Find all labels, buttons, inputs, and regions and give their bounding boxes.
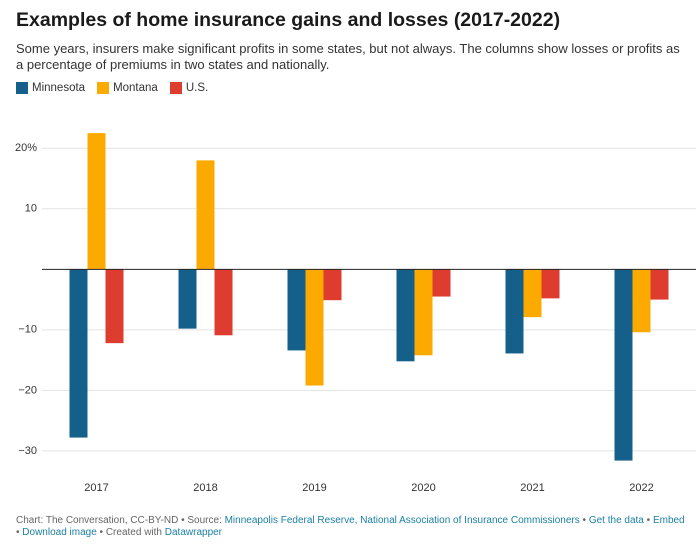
footer: Chart: The Conversation, CC-BY-ND • Sour… <box>16 515 686 539</box>
y-tick-label: −30 <box>18 445 37 457</box>
footer-link[interactable]: Embed <box>652 515 685 526</box>
bar <box>541 269 560 299</box>
bar <box>523 269 542 318</box>
bar <box>87 133 106 270</box>
legend: Minnesota Montana U.S. <box>16 82 208 94</box>
bar <box>650 269 669 300</box>
y-tick-label: −10 <box>18 324 37 336</box>
x-tick-label: 2019 <box>302 482 326 494</box>
bar <box>196 160 215 270</box>
bar <box>614 269 633 461</box>
chart-title: Examples of home insurance gains and los… <box>16 9 561 31</box>
footer-link[interactable]: Get the data <box>588 515 644 526</box>
footer-text: • <box>579 515 589 526</box>
legend-label: U.S. <box>185 82 209 94</box>
x-tick-label: 2021 <box>520 482 544 494</box>
chart-subtitle: Some years, insurers make significant pr… <box>16 41 680 72</box>
legend-swatch <box>97 82 110 94</box>
chart: 20% 10 −10 −20 −30 2017 2018 2019 2020 2021 2022 <box>15 133 696 494</box>
footer-text: Chart: The Conversation, CC-BY-ND • Sour… <box>16 515 225 526</box>
bar <box>432 269 451 297</box>
bar <box>214 269 233 336</box>
bar <box>323 269 342 301</box>
bar <box>69 269 88 438</box>
x-tick-label: 2018 <box>193 482 217 494</box>
footer-link[interactable]: Datawrapper <box>164 527 223 538</box>
x-tick-label: 2017 <box>84 482 108 494</box>
bar <box>505 269 524 354</box>
bar <box>414 269 433 356</box>
legend-item: U.S. <box>169 82 209 94</box>
y-tick-label: 10 <box>25 203 37 215</box>
bar <box>632 269 651 333</box>
x-tick-label: 2022 <box>629 482 653 494</box>
bar <box>305 269 324 386</box>
legend-item: Montana <box>97 82 158 94</box>
footer-text: • <box>16 515 688 538</box>
x-tick-label: 2020 <box>411 482 435 494</box>
legend-label: Montana <box>113 82 158 94</box>
y-tick-label: 20% <box>15 142 37 154</box>
footer-text: • <box>643 515 653 526</box>
legend-item: Minnesota <box>16 82 85 94</box>
legend-label: Minnesota <box>32 82 86 94</box>
bar <box>287 269 306 351</box>
bar <box>178 269 197 329</box>
footer-text: • Created with <box>96 527 165 538</box>
bar <box>105 269 124 344</box>
legend-swatch <box>16 82 28 94</box>
footer-link[interactable]: Minneapolis Federal Reserve, National As… <box>224 515 580 526</box>
bar <box>396 269 415 362</box>
footer-link[interactable]: Download image <box>22 527 97 538</box>
y-tick-label: −20 <box>18 384 37 396</box>
legend-swatch <box>169 82 182 94</box>
